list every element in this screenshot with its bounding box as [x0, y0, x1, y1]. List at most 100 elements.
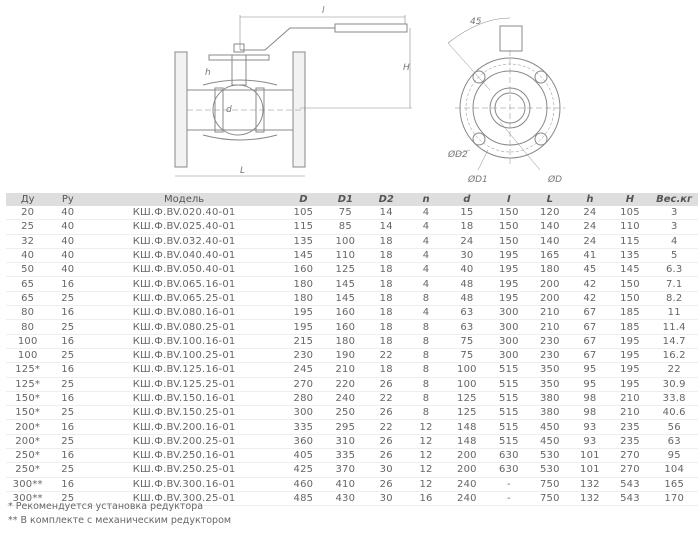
- table-cell: 16: [49, 276, 87, 292]
- table-cell: 18: [365, 276, 407, 292]
- table-cell: 63: [445, 305, 489, 321]
- table-row: 250* 25 КШ.Ф.BV.250.25-01 425 370 30 12 200 630 5…: [6, 462, 698, 478]
- table-cell: 230: [281, 348, 325, 364]
- table-cell: 530: [529, 462, 571, 478]
- table-cell: 24: [570, 206, 610, 221]
- table-cell: 8: [406, 391, 446, 407]
- table-cell: КШ.Ф.BV.100.16-01: [86, 334, 282, 349]
- table-cell: 300: [488, 348, 530, 364]
- table-row: 300** 16 КШ.Ф.BV.300.16-01 460 410 26 12 240-75…: [6, 477, 698, 492]
- table-cell: 310: [324, 434, 366, 450]
- table-cell: 22: [365, 348, 407, 364]
- table-cell: 460: [281, 477, 325, 492]
- table-cell: 160: [281, 262, 325, 278]
- table-cell: 14.7: [650, 334, 698, 349]
- table-cell: 14: [365, 206, 407, 221]
- table-cell: КШ.Ф.BV.032.40-01: [86, 234, 282, 249]
- table-cell: 42: [570, 276, 610, 292]
- table-cell: 48: [445, 276, 489, 292]
- table-cell: 180: [324, 334, 366, 349]
- table-cell: 80: [6, 305, 50, 321]
- table-cell: 41: [570, 248, 610, 264]
- table-cell: 100: [445, 362, 489, 378]
- table-cell: 150: [488, 219, 530, 235]
- column-header: D2: [365, 193, 407, 206]
- table-cell: КШ.Ф.BV.080.25-01: [86, 319, 282, 335]
- table-cell: 8.2: [650, 291, 698, 307]
- table-cell: 101: [570, 448, 610, 464]
- table-cell: 750: [529, 491, 571, 507]
- table-cell: 18: [365, 234, 407, 249]
- table-cell: 40: [49, 206, 87, 221]
- table-cell: 250*: [6, 462, 50, 478]
- table-cell: 16: [49, 419, 87, 435]
- table-cell: 11.4: [650, 319, 698, 335]
- table-cell: 4: [406, 234, 446, 249]
- table-cell: 515: [488, 377, 530, 392]
- table-row: 50 40 КШ.Ф.BV.050.40-01 160 125 18 4 40 195 180 45…: [6, 262, 698, 278]
- table-cell: КШ.Ф.BV.020.40-01: [86, 206, 282, 221]
- table-cell: 25: [49, 434, 87, 450]
- table-cell: 4: [406, 276, 446, 292]
- table-cell: 195: [488, 276, 530, 292]
- table-cell: 105: [609, 206, 651, 221]
- table-cell: 210: [609, 391, 651, 407]
- table-cell: 105: [281, 206, 325, 221]
- table-cell: 16: [49, 448, 87, 464]
- table-cell: 93: [570, 434, 610, 450]
- table-cell: 25: [49, 319, 87, 335]
- table-cell: 22: [365, 419, 407, 435]
- table-cell: 67: [570, 305, 610, 321]
- table-cell: 67: [570, 348, 610, 364]
- table-cell: 195: [609, 348, 651, 364]
- table-row: 125* 16 КШ.Ф.BV.125.16-01 245 210 18 8 100 515 35…: [6, 362, 698, 378]
- table-cell: 195: [609, 334, 651, 349]
- table-cell: 12: [406, 434, 446, 450]
- side-view: [174, 15, 412, 177]
- table-cell: 150: [609, 291, 651, 307]
- table-cell: 18: [365, 248, 407, 264]
- table-cell: 95: [570, 377, 610, 392]
- table-cell: 16: [49, 305, 87, 321]
- table-cell: 18: [365, 305, 407, 321]
- table-cell: 300: [488, 319, 530, 335]
- table-cell: 405: [281, 448, 325, 464]
- table-row: 150* 25 КШ.Ф.BV.150.25-01 300 250 26 8 125 515 38…: [6, 405, 698, 421]
- table-cell: 75: [445, 348, 489, 364]
- table-cell: 148: [445, 419, 489, 435]
- table-cell: 125: [445, 405, 489, 421]
- table-cell: 280: [281, 391, 325, 407]
- table-cell: 195: [488, 262, 530, 278]
- table-cell: КШ.Ф.BV.025.40-01: [86, 219, 282, 235]
- table-cell: 515: [488, 391, 530, 407]
- table-cell: 132: [570, 477, 610, 492]
- table-row: 300** 25 КШ.Ф.BV.300.25-01 485 430 30 16 240-75…: [6, 491, 698, 507]
- table-cell: 18: [365, 262, 407, 278]
- table-cell: 95: [570, 362, 610, 378]
- table-cell: 335: [281, 419, 325, 435]
- table-cell: 195: [281, 319, 325, 335]
- dim-label-d: d: [226, 105, 232, 115]
- table-cell: 33.8: [650, 391, 698, 407]
- table-cell: 42: [570, 291, 610, 307]
- table-cell: 18: [365, 362, 407, 378]
- table-cell: 300: [488, 334, 530, 349]
- table-cell: 125*: [6, 362, 50, 378]
- table-cell: КШ.Ф.BV.200.25-01: [86, 434, 282, 450]
- column-header: n: [406, 193, 446, 206]
- table-cell: 190: [324, 348, 366, 364]
- table-row: 100 25 КШ.Ф.BV.100.25-01 230 190 22 8 75 300 230 6…: [6, 348, 698, 364]
- table-cell: КШ.Ф.BV.250.25-01: [86, 462, 282, 478]
- table-cell: 7.1: [650, 276, 698, 292]
- table-cell: -: [488, 491, 530, 507]
- table-cell: 4: [406, 206, 446, 221]
- table-row: 200* 16 КШ.Ф.BV.200.16-01 335 295 22 12 148 515 4…: [6, 419, 698, 435]
- table-cell: 8: [406, 334, 446, 349]
- table-cell: 195: [488, 291, 530, 307]
- table-cell: 18: [365, 319, 407, 335]
- table-cell: 180: [281, 291, 325, 307]
- table-cell: 30: [445, 248, 489, 264]
- table-cell: 270: [609, 462, 651, 478]
- table-cell: 145: [324, 291, 366, 307]
- table-cell: 12: [406, 419, 446, 435]
